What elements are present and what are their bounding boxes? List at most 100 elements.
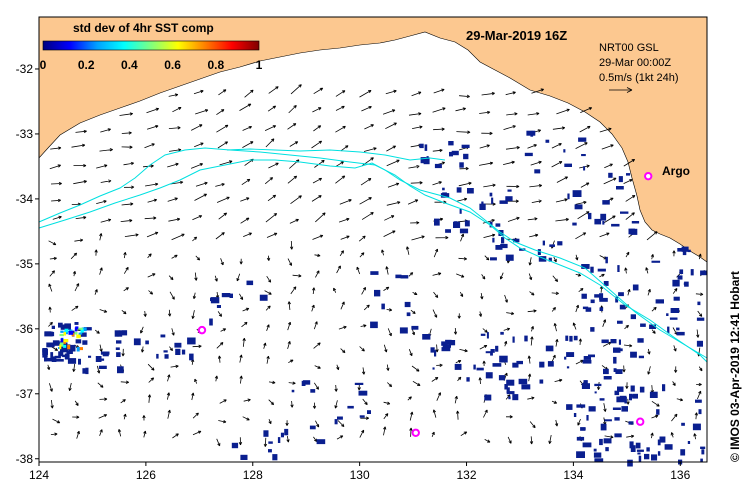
stddev-patch: [630, 314, 636, 320]
current-arrow: [146, 231, 159, 238]
stddev-patch: [676, 327, 680, 331]
current-arrow: [340, 348, 346, 354]
current-arrow: [697, 310, 703, 317]
current-arrow: [195, 255, 201, 261]
current-arrow: [334, 400, 338, 409]
current-arrow: [507, 199, 519, 203]
stddev-patch: [619, 304, 626, 310]
current-arrow: [554, 378, 563, 383]
stddev-patch: [370, 321, 378, 329]
current-arrow: [383, 426, 387, 436]
current-arrow: [625, 195, 636, 202]
current-arrow: [411, 235, 425, 241]
current-arrow: [191, 124, 203, 131]
current-arrow: [239, 293, 244, 301]
current-arrow: [433, 291, 439, 298]
stddev-patch: [603, 376, 612, 380]
current-arrow: [386, 308, 393, 312]
current-arrow: [311, 304, 315, 312]
current-arrow: [94, 329, 100, 334]
current-arrow: [167, 162, 179, 168]
current-arrow: [580, 107, 593, 113]
current-arrow: [50, 399, 54, 409]
current-arrow: [192, 292, 197, 300]
argo-float-marker[interactable]: [197, 325, 207, 335]
stddev-patch: [117, 331, 123, 335]
current-arrow: [551, 291, 559, 295]
colorbar-tick-label: 0.6: [164, 58, 181, 72]
stddev-patch: [334, 419, 338, 425]
stddev-patch: [42, 348, 48, 353]
stddev-patch: [495, 223, 501, 227]
stddev-patch: [549, 244, 555, 247]
current-arrow: [100, 218, 112, 223]
stddev-patch: [499, 355, 508, 363]
stddev-patch: [75, 339, 82, 344]
stddev-patch-high: [63, 344, 67, 348]
stddev-patch: [100, 358, 105, 361]
stddev-patch: [564, 356, 567, 360]
stddev-patch: [573, 413, 577, 417]
stddev-patch: [246, 280, 254, 286]
current-arrow: [98, 414, 108, 419]
stddev-patch: [116, 340, 122, 344]
current-arrow: [312, 287, 316, 295]
current-arrow: [264, 125, 277, 131]
stddev-patch: [505, 196, 513, 202]
stddev-patch: [565, 335, 569, 341]
current-arrow: [289, 141, 299, 147]
current-arrow: [601, 144, 614, 150]
current-arrow: [383, 230, 396, 237]
current-arrow: [455, 107, 466, 112]
current-arrow: [335, 105, 345, 111]
current-arrow: [147, 198, 158, 203]
stddev-patch: [630, 228, 638, 235]
current-arrow: [121, 145, 133, 149]
stddev-patch: [459, 162, 464, 168]
current-arrow: [579, 125, 591, 133]
stddev-patch: [519, 248, 526, 251]
current-arrow: [504, 294, 508, 303]
current-arrow: [527, 373, 532, 382]
current-arrow: [433, 248, 439, 258]
stddev-patch: [54, 355, 61, 359]
stddev-patch: [612, 407, 621, 410]
stddev-patch: [581, 154, 586, 157]
stddev-patch: [638, 355, 644, 359]
current-arrow: [432, 148, 443, 153]
current-arrow: [169, 346, 173, 352]
stddev-patch: [669, 317, 678, 320]
stddev-patch: [508, 396, 511, 400]
stddev-patch: [231, 442, 239, 449]
argo-float-marker[interactable]: [636, 417, 645, 426]
argo-float-marker[interactable]: [411, 428, 420, 437]
stddev-patch-high: [78, 332, 83, 335]
current-arrow: [481, 131, 493, 136]
stddev-patch: [684, 281, 689, 287]
stddev-patch: [122, 330, 128, 336]
current-arrow: [268, 399, 275, 406]
current-arrow: [504, 340, 508, 347]
current-arrow: [410, 181, 423, 185]
current-arrow: [290, 84, 302, 95]
stddev-patch: [545, 345, 554, 352]
argo-float-marker[interactable]: [644, 171, 653, 181]
stddev-patch: [473, 364, 476, 370]
current-arrow: [266, 275, 272, 283]
current-arrow: [74, 400, 79, 406]
current-arrow: [411, 91, 422, 97]
current-arrow: [575, 232, 587, 240]
stddev-patch: [619, 395, 627, 399]
stddev-patch: [662, 384, 666, 392]
current-arrow: [483, 409, 488, 418]
current-arrow: [361, 106, 372, 112]
current-arrow: [361, 367, 366, 375]
current-arrow: [623, 179, 633, 184]
current-arrow: [361, 286, 366, 295]
stddev-patch: [599, 307, 604, 311]
current-arrow: [49, 383, 53, 392]
current-arrow: [604, 435, 614, 439]
current-arrow: [627, 288, 631, 296]
current-arrow: [506, 415, 513, 419]
current-arrow: [335, 161, 344, 168]
